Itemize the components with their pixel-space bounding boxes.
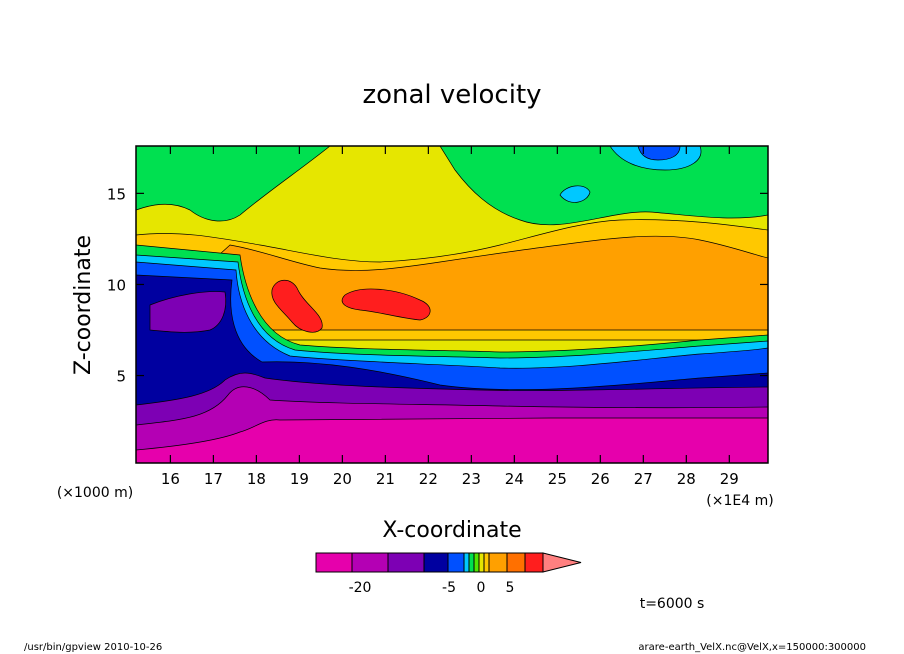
- field-green-upper-left: [136, 146, 331, 222]
- x-tick-label: 28: [677, 470, 696, 488]
- colorbar: [315, 552, 582, 573]
- colorbar-box: [483, 552, 490, 573]
- field-blue-top: [637, 146, 681, 161]
- x-tick-label: 20: [333, 470, 352, 488]
- x-tick-label: 22: [419, 470, 438, 488]
- x-axis: 16 17 18 19 20 21 22 23 24 25 26 27 28 29: [161, 146, 739, 488]
- x-tick-label: 21: [376, 470, 395, 488]
- chart-title: zonal velocity: [362, 80, 541, 110]
- colorbar-box: [506, 552, 526, 573]
- y-tick-label: 5: [116, 368, 126, 386]
- colorbar-box: [423, 552, 449, 573]
- x-units-right: (×1E4 m): [706, 493, 773, 509]
- field-violet-pocket: [149, 291, 227, 333]
- x-tick-label: 25: [548, 470, 567, 488]
- colorbar-box: [524, 552, 544, 573]
- x-tick-label: 23: [462, 470, 481, 488]
- plot-frame: [135, 145, 769, 464]
- colorbar-box: [387, 552, 425, 573]
- colorbar-box: [447, 552, 465, 573]
- y-tick-label: 10: [107, 276, 126, 294]
- footer-right: arare-earth_VelX.nc@VelX,x=150000:300000: [638, 642, 866, 653]
- x-units-left: (×1000 m): [57, 485, 133, 501]
- colorbar-label: 0: [477, 580, 486, 596]
- time-annotation: t=6000 s: [640, 596, 705, 612]
- colorbar-box: [478, 552, 485, 573]
- x-tick-label: 29: [720, 470, 739, 488]
- y-axis-label: Z-coordinate: [71, 235, 96, 375]
- field-red-core-right: [341, 288, 431, 321]
- x-tick-label: 27: [634, 470, 653, 488]
- colorbar-box: [463, 552, 470, 573]
- x-tick-label: 18: [247, 470, 266, 488]
- colorbar-box: [473, 552, 480, 573]
- colorbar-labels: -20 -5 0 5: [349, 580, 515, 596]
- colorbar-label: -5: [442, 580, 456, 596]
- field-magenta-layer: [136, 417, 768, 463]
- x-tick-label: 17: [204, 470, 223, 488]
- x-axis-label: X-coordinate: [382, 518, 521, 543]
- x-tick-label: 16: [161, 470, 180, 488]
- y-axis: 5 10 15: [107, 185, 768, 386]
- colorbar-label: -20: [349, 580, 372, 596]
- field-cyan-small: [559, 185, 591, 203]
- colorbar-box: [488, 552, 508, 573]
- colorbar-box: [315, 552, 353, 573]
- y-tick-label: 15: [107, 185, 126, 203]
- footer-left: /usr/bin/gpview 2010-10-26: [24, 642, 162, 653]
- x-tick-label: 24: [505, 470, 524, 488]
- field-red-core-left: [271, 279, 323, 333]
- x-tick-label: 19: [290, 470, 309, 488]
- x-tick-label: 26: [591, 470, 610, 488]
- colorbar-label: 5: [506, 580, 515, 596]
- colorbar-box: [468, 552, 475, 573]
- plot-area: [136, 146, 768, 463]
- colorbar-box: [351, 552, 389, 573]
- colorbar-extend-arrow: [542, 552, 582, 573]
